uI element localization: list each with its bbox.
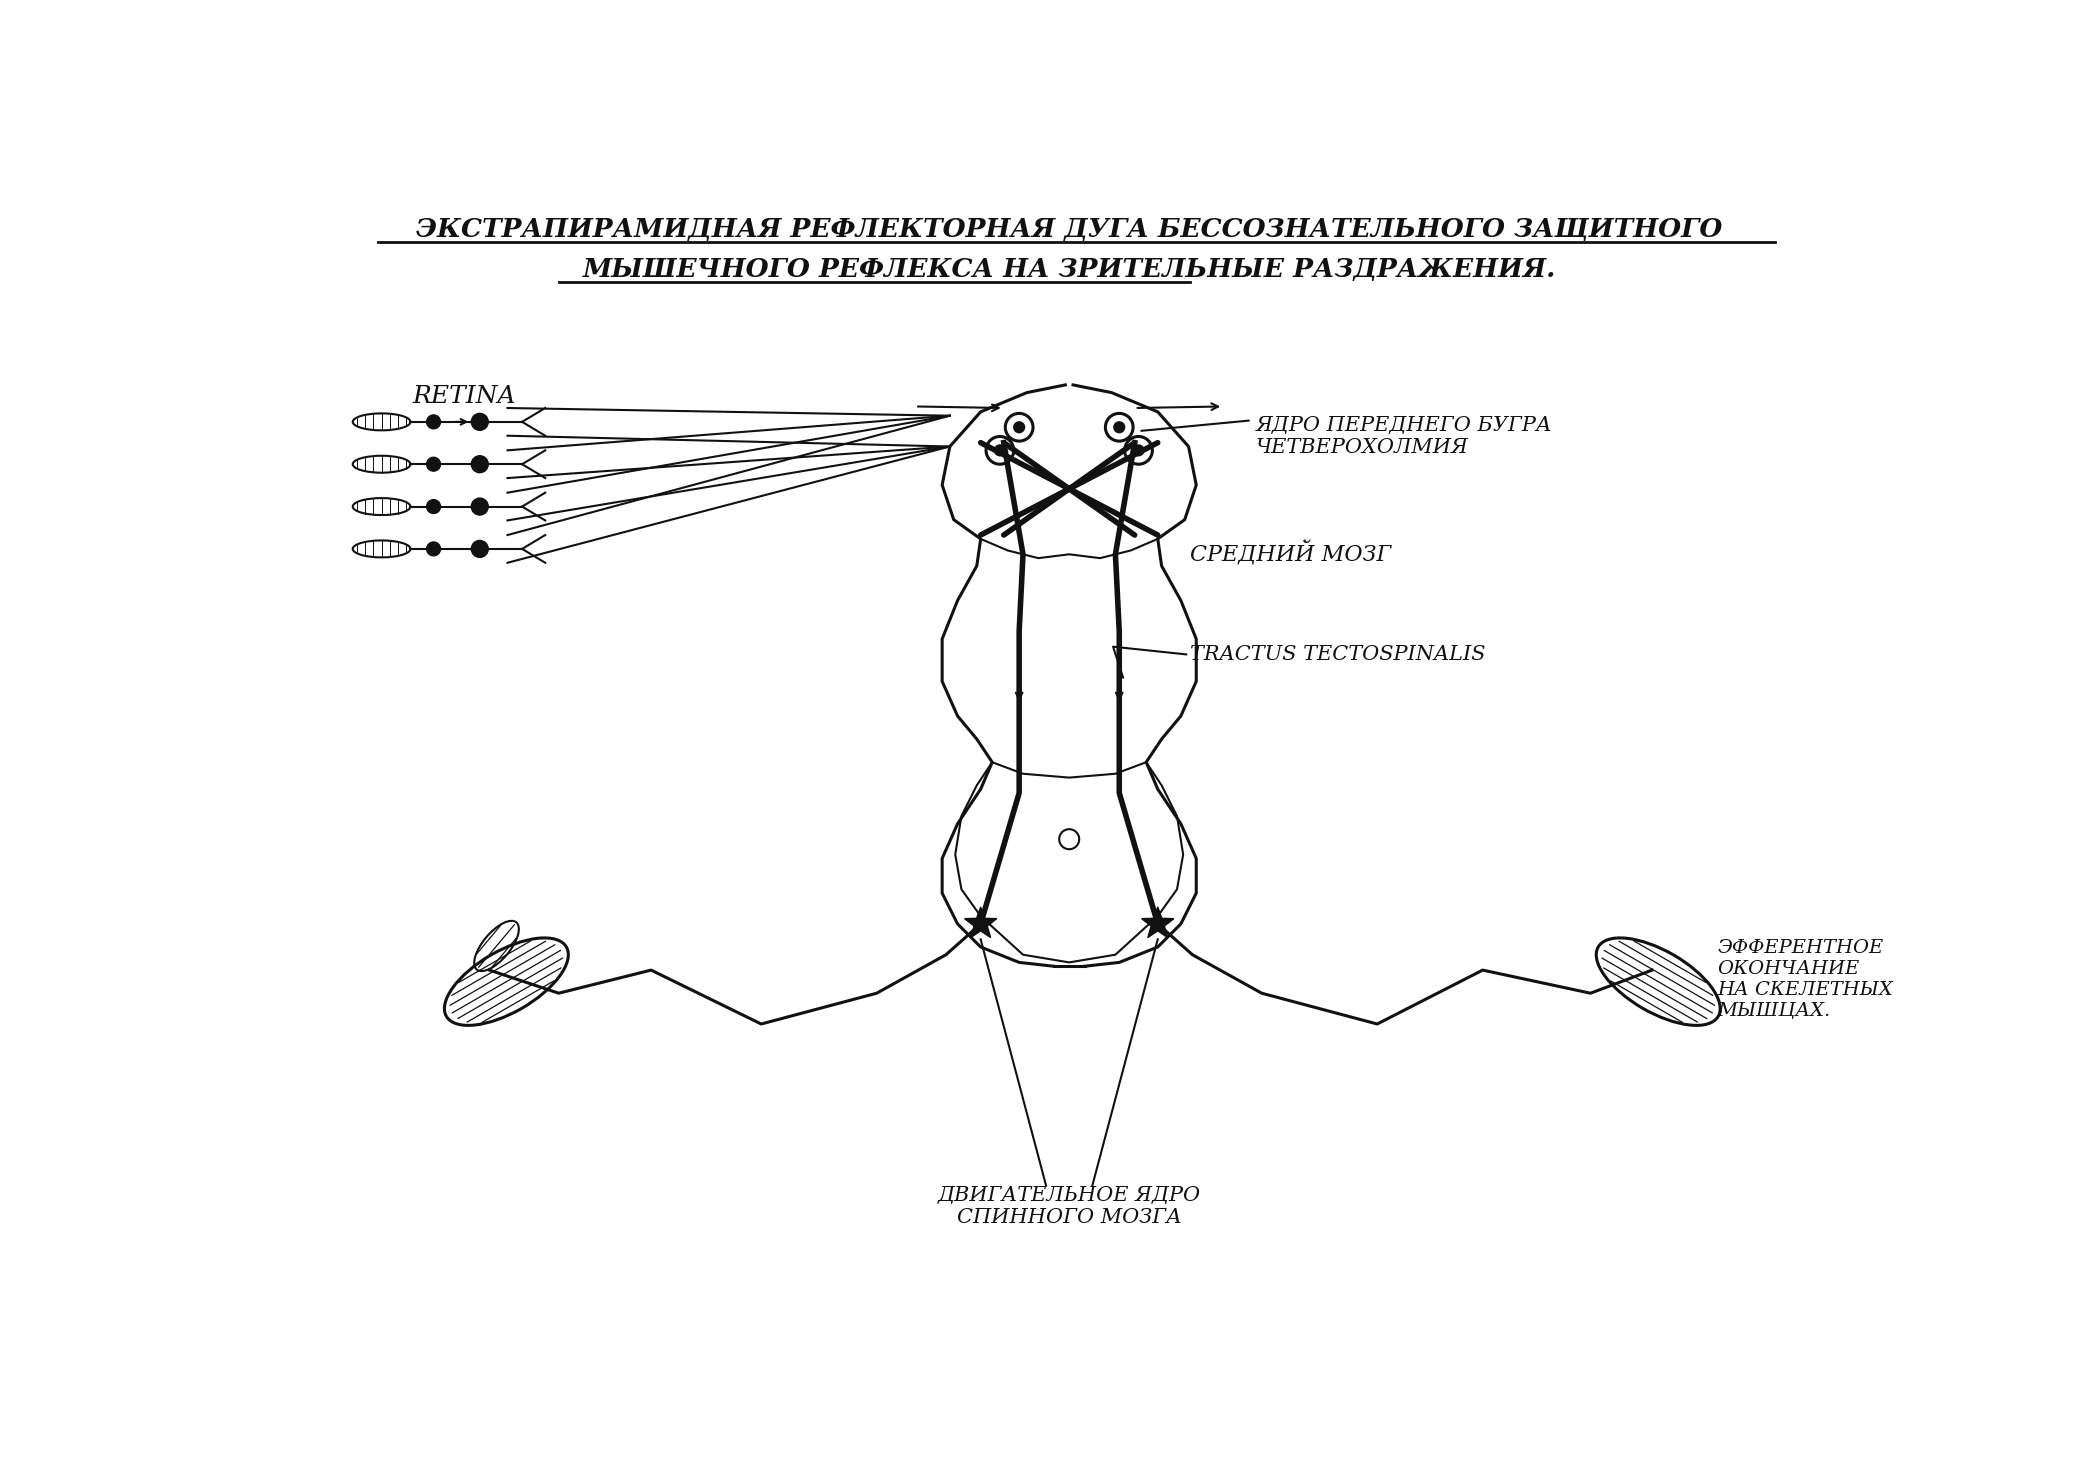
- Circle shape: [1114, 422, 1125, 432]
- Circle shape: [426, 541, 440, 556]
- Text: МЫШЕЧНОГО РЕФЛЕКСА НА ЗРИТЕЛЬНЫЕ РАЗДРАЖЕНИЯ.: МЫШЕЧНОГО РЕФЛЕКСА НА ЗРИТЕЛЬНЫЕ РАЗДРАЖ…: [582, 257, 1555, 282]
- Circle shape: [1133, 445, 1144, 456]
- Text: ДВИГАТЕЛЬНОЕ ЯДРО
СПИННОГО МОЗГА: ДВИГАТЕЛЬНОЕ ЯДРО СПИННОГО МОЗГА: [937, 1186, 1200, 1227]
- Circle shape: [472, 499, 488, 515]
- Circle shape: [426, 457, 440, 471]
- Polygon shape: [1142, 907, 1173, 938]
- Text: СРЕДНИЙ МОЗГ: СРЕДНИЙ МОЗГ: [1190, 541, 1392, 566]
- Text: ЭКСТРАПИРАМИДНАЯ РЕФЛЕКТОРНАЯ ДУГА БЕССОЗНАТЕЛЬНОГО ЗАЩИТНОГО: ЭКСТРАПИРАМИДНАЯ РЕФЛЕКТОРНАЯ ДУГА БЕССО…: [415, 217, 1722, 242]
- Text: ЭФФЕРЕНТНОЕ
ОКОНЧАНИЕ
НА СКЕЛЕТНЫХ
МЫШЦАХ.: ЭФФЕРЕНТНОЕ ОКОНЧАНИЕ НА СКЕЛЕТНЫХ МЫШЦА…: [1718, 940, 1893, 1019]
- Circle shape: [995, 445, 1006, 456]
- Circle shape: [472, 540, 488, 558]
- Ellipse shape: [353, 499, 411, 515]
- Polygon shape: [964, 907, 998, 938]
- Circle shape: [1014, 422, 1025, 432]
- Circle shape: [472, 456, 488, 472]
- Circle shape: [426, 500, 440, 513]
- Circle shape: [472, 413, 488, 431]
- Ellipse shape: [353, 456, 411, 472]
- Ellipse shape: [353, 413, 411, 431]
- Text: TRACTUS TECTOSPINALIS: TRACTUS TECTOSPINALIS: [1190, 645, 1486, 664]
- Circle shape: [426, 414, 440, 429]
- Text: ЯДРО ПЕРЕДНЕГО БУГРА
ЧЕТВЕРОХОЛМИЯ: ЯДРО ПЕРЕДНЕГО БУГРА ЧЕТВЕРОХОЛМИЯ: [1256, 416, 1553, 457]
- Ellipse shape: [353, 540, 411, 558]
- Text: RETINA: RETINA: [413, 385, 515, 409]
